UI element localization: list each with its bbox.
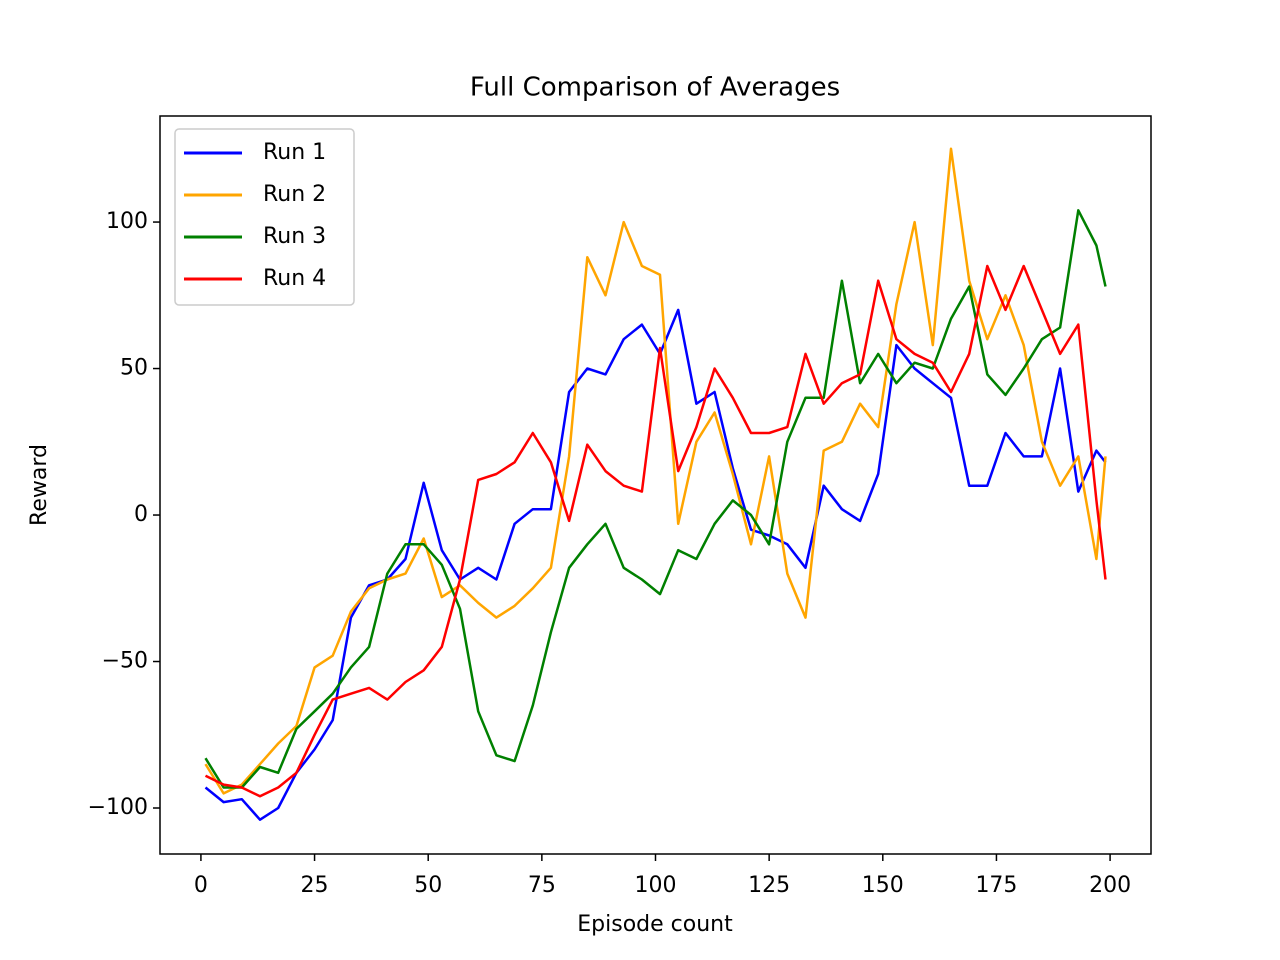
x-tick-label: 50: [414, 873, 442, 898]
x-tick-label: 75: [528, 873, 556, 898]
x-axis-label: Episode count: [577, 912, 733, 937]
legend-box: [174, 128, 355, 306]
line-series: [204, 147, 1107, 795]
legend-label: Run 3: [263, 224, 326, 249]
x-tick-label: 150: [862, 873, 904, 898]
y-tick-label: 50: [120, 356, 148, 381]
x-tick-label: 125: [748, 873, 790, 898]
legend: Run 1 Run 2 Run 3 Run 4: [174, 128, 355, 306]
plot-frame: [159, 115, 1152, 855]
legend-label: Run 1: [263, 140, 326, 165]
line-series: [204, 264, 1107, 798]
legend-label: Run 2: [263, 182, 326, 207]
x-tick-label: 100: [635, 873, 677, 898]
x-tick-label: 0: [194, 873, 208, 898]
x-tick-label: 25: [301, 873, 329, 898]
y-tick-label: 100: [106, 209, 148, 234]
y-tick-label: 0: [134, 502, 148, 527]
x-tick-label: 175: [975, 873, 1017, 898]
x-tick-label: 200: [1089, 873, 1131, 898]
chart-title: Full Comparison of Averages: [470, 73, 840, 103]
y-tick-label: −50: [102, 649, 148, 674]
y-tick-label: −100: [88, 795, 148, 820]
legend-label: Run 4: [263, 266, 326, 291]
line-series: [204, 209, 1107, 789]
y-axis-label: Reward: [27, 444, 52, 526]
